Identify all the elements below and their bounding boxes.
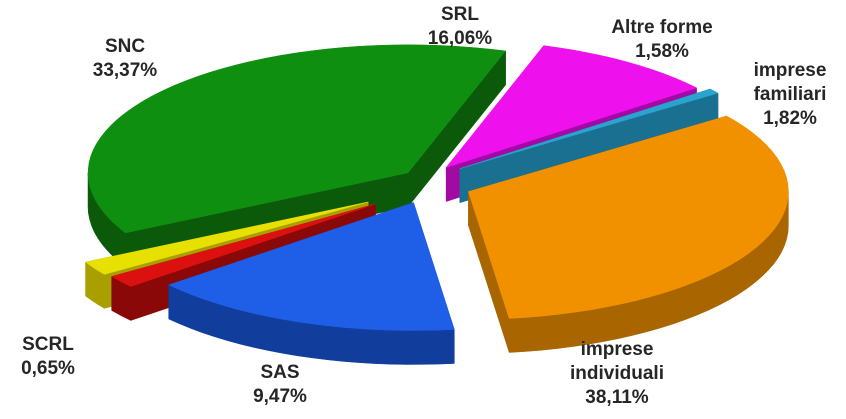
slice-name-label: individuali [570, 363, 664, 384]
slice-name-label: SNC [105, 36, 145, 57]
label-imprese-familiari: imprese familiari 1,82% [754, 60, 827, 129]
slice-percent-label: 1,82% [763, 108, 817, 129]
slice-percent-label: 16,06% [428, 28, 493, 49]
slice-percent-label: 0,65% [21, 358, 75, 379]
slice-name-label: familiari [754, 84, 827, 105]
slice-top [168, 202, 455, 331]
label-sas: SAS 9,47% [253, 362, 307, 407]
slice-top [111, 203, 376, 287]
slice-imprese-individuali [87, 44, 507, 268]
slice-name-label: imprese [581, 339, 654, 360]
slice-top [468, 115, 789, 319]
slice-percent-label: 9,47% [253, 386, 307, 407]
slice-name-label: Altre forme [611, 17, 712, 38]
label-scrl: SCRL 0,65% [21, 334, 75, 379]
slice-name-label: SRL [441, 4, 479, 25]
slice-top [87, 44, 507, 234]
slice-top [84, 201, 369, 275]
pie-slices [84, 44, 789, 365]
slice-name-label: imprese [754, 60, 827, 81]
slice-top [459, 88, 719, 169]
label-srl: SRL 16,06% [428, 4, 493, 49]
pie-labels: imprese individuali 38,11% SAS 9,47% SCRL 0,65… [21, 4, 826, 408]
label-imprese-individuali: imprese individuali 38,11% [570, 339, 664, 408]
slice-snc [468, 115, 789, 353]
slice-name-label: SCRL [22, 334, 74, 355]
slice-srl [168, 202, 455, 365]
slice-top [445, 45, 698, 168]
slice-name-label: SAS [260, 362, 299, 383]
label-snc: SNC 33,37% [93, 36, 158, 81]
slice-percent-label: 38,11% [585, 387, 648, 408]
slice-percent-label: 1,58% [635, 41, 689, 62]
label-altre-forme: Altre forme 1,58% [611, 17, 712, 62]
slice-percent-label: 33,37% [93, 60, 158, 81]
